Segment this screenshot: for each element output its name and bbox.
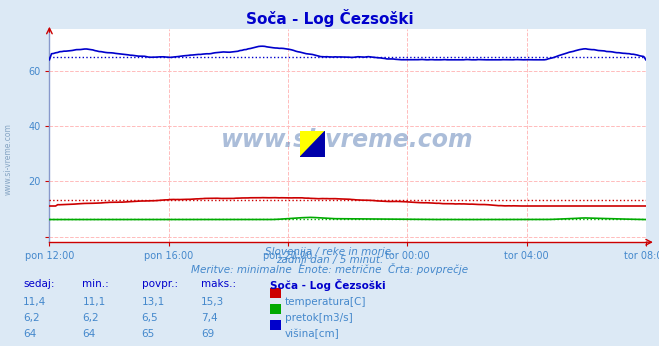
- Text: Soča - Log Čezsoški: Soča - Log Čezsoški: [246, 9, 413, 27]
- Polygon shape: [300, 131, 325, 157]
- Text: min.:: min.:: [82, 279, 109, 289]
- Text: maks.:: maks.:: [201, 279, 236, 289]
- Text: Slovenija / reke in morje.: Slovenija / reke in morje.: [265, 247, 394, 257]
- Text: višina[cm]: višina[cm]: [285, 329, 339, 339]
- Polygon shape: [300, 131, 325, 157]
- Text: povpr.:: povpr.:: [142, 279, 178, 289]
- Text: www.si-vreme.com: www.si-vreme.com: [221, 128, 474, 152]
- Text: 7,4: 7,4: [201, 313, 217, 323]
- Text: Meritve: minimalne  Enote: metrične  Črta: povprečje: Meritve: minimalne Enote: metrične Črta:…: [191, 263, 468, 275]
- Text: Soča - Log Čezsoški: Soča - Log Čezsoški: [270, 279, 386, 291]
- Text: 69: 69: [201, 329, 214, 339]
- Text: 11,4: 11,4: [23, 297, 46, 307]
- Text: 13,1: 13,1: [142, 297, 165, 307]
- Text: 64: 64: [82, 329, 96, 339]
- Text: pretok[m3/s]: pretok[m3/s]: [285, 313, 353, 323]
- Text: sedaj:: sedaj:: [23, 279, 55, 289]
- Text: 6,2: 6,2: [23, 313, 40, 323]
- Polygon shape: [300, 131, 325, 157]
- Text: temperatura[C]: temperatura[C]: [285, 297, 366, 307]
- Text: 15,3: 15,3: [201, 297, 224, 307]
- Text: 6,2: 6,2: [82, 313, 99, 323]
- Text: 6,5: 6,5: [142, 313, 158, 323]
- Text: zadnji dan / 5 minut.: zadnji dan / 5 minut.: [276, 255, 383, 265]
- Text: 64: 64: [23, 329, 36, 339]
- Text: 65: 65: [142, 329, 155, 339]
- Text: www.si-vreme.com: www.si-vreme.com: [4, 123, 13, 195]
- Text: 11,1: 11,1: [82, 297, 105, 307]
